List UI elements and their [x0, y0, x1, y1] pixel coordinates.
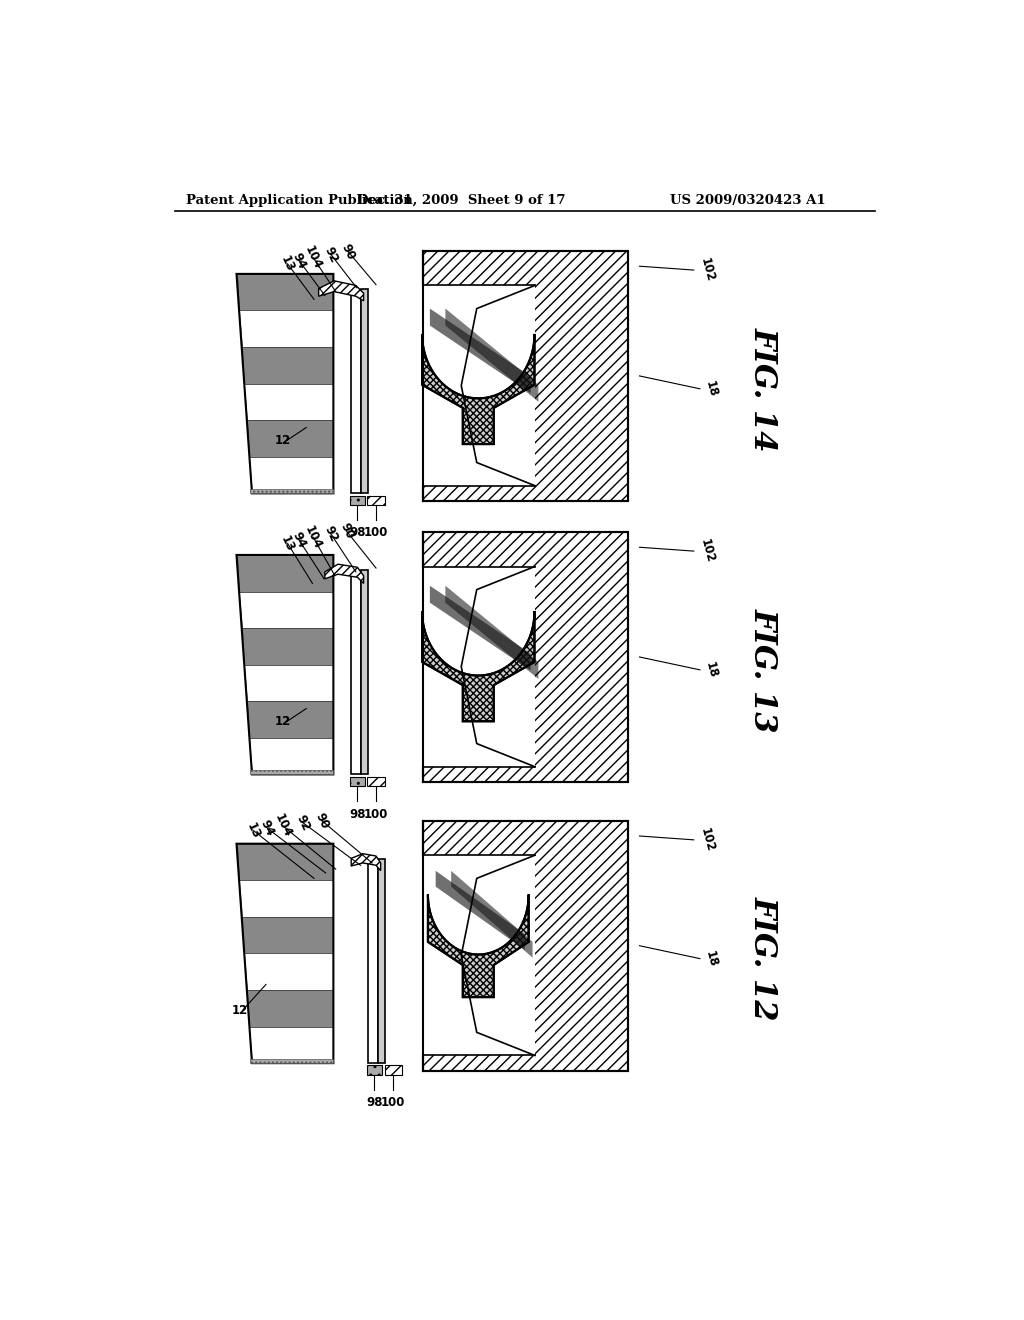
Polygon shape [239, 880, 334, 917]
Text: 18: 18 [703, 379, 720, 399]
Bar [250, 488, 334, 494]
Bar [369, 863, 378, 1063]
Polygon shape [422, 611, 535, 721]
Text: FIG. 12: FIG. 12 [748, 896, 779, 1020]
Polygon shape [250, 457, 334, 494]
Polygon shape [445, 309, 539, 401]
Polygon shape [430, 309, 530, 393]
Bar [351, 574, 360, 775]
Polygon shape [250, 738, 334, 775]
Bar [421, 855, 535, 1056]
Text: 18: 18 [703, 660, 720, 680]
Polygon shape [237, 843, 334, 880]
Text: 13: 13 [279, 533, 297, 553]
Text: 92: 92 [322, 524, 340, 544]
Polygon shape [435, 871, 524, 950]
Bar [250, 1059, 334, 1063]
Bar [250, 770, 334, 775]
Text: 90: 90 [337, 521, 356, 541]
Polygon shape [318, 281, 364, 301]
Polygon shape [239, 591, 334, 628]
Polygon shape [237, 275, 334, 310]
Bar [368, 496, 385, 506]
Polygon shape [239, 310, 334, 347]
Bar [360, 570, 369, 775]
Bar [423, 251, 628, 502]
Polygon shape [247, 420, 334, 457]
Polygon shape [237, 554, 334, 591]
Polygon shape [325, 564, 364, 583]
Text: 94: 94 [258, 818, 276, 838]
Polygon shape [247, 701, 334, 738]
Text: 100: 100 [364, 808, 388, 821]
Polygon shape [245, 384, 334, 420]
Bar [423, 532, 628, 781]
Bar [421, 566, 535, 767]
Polygon shape [245, 953, 334, 990]
Text: 98: 98 [367, 1096, 383, 1109]
Text: Patent Application Publication: Patent Application Publication [186, 194, 413, 207]
Text: 92: 92 [322, 244, 340, 265]
Bar [423, 532, 628, 781]
Text: 100: 100 [381, 1096, 406, 1109]
Polygon shape [428, 895, 528, 997]
Text: 94: 94 [290, 531, 308, 550]
Text: 98: 98 [349, 808, 366, 821]
Polygon shape [422, 334, 535, 444]
Polygon shape [250, 1027, 334, 1063]
Bar [385, 1065, 401, 1074]
Text: 94: 94 [290, 251, 308, 271]
Text: FIG. 14: FIG. 14 [748, 326, 779, 451]
Polygon shape [452, 871, 532, 958]
Bar [351, 293, 360, 494]
Text: 12: 12 [274, 434, 291, 447]
Bar [368, 776, 385, 785]
Polygon shape [242, 917, 334, 953]
Text: 104: 104 [302, 244, 325, 272]
Polygon shape [430, 586, 530, 671]
Polygon shape [351, 854, 381, 871]
Bar [423, 821, 628, 1071]
Polygon shape [245, 665, 334, 701]
Text: 18: 18 [703, 949, 720, 968]
Bar [378, 859, 385, 1063]
Bar [349, 776, 366, 785]
Text: 102: 102 [697, 826, 717, 853]
Text: 90: 90 [312, 810, 331, 830]
Text: 98: 98 [349, 527, 366, 540]
Polygon shape [242, 347, 334, 384]
Text: FIG. 13: FIG. 13 [748, 607, 779, 733]
Text: 102: 102 [697, 537, 717, 565]
Text: 13: 13 [279, 253, 297, 275]
Text: 13: 13 [245, 821, 263, 841]
Text: US 2009/0320423 A1: US 2009/0320423 A1 [670, 194, 825, 207]
Text: 90: 90 [339, 242, 357, 261]
Bar [423, 821, 628, 1071]
Text: Dec. 31, 2009  Sheet 9 of 17: Dec. 31, 2009 Sheet 9 of 17 [357, 194, 565, 207]
Polygon shape [247, 990, 334, 1027]
Text: 12: 12 [231, 1003, 248, 1016]
Text: 104: 104 [272, 812, 294, 840]
Text: 102: 102 [697, 256, 717, 284]
Bar [360, 289, 369, 494]
Bar [349, 496, 366, 506]
Bar [421, 285, 535, 486]
Polygon shape [445, 586, 539, 678]
Text: 100: 100 [364, 527, 388, 540]
Text: 92: 92 [294, 813, 312, 833]
Text: 104: 104 [302, 524, 325, 550]
Text: 12: 12 [274, 715, 291, 727]
Polygon shape [242, 628, 334, 665]
Bar [367, 1065, 382, 1074]
Bar [423, 251, 628, 502]
